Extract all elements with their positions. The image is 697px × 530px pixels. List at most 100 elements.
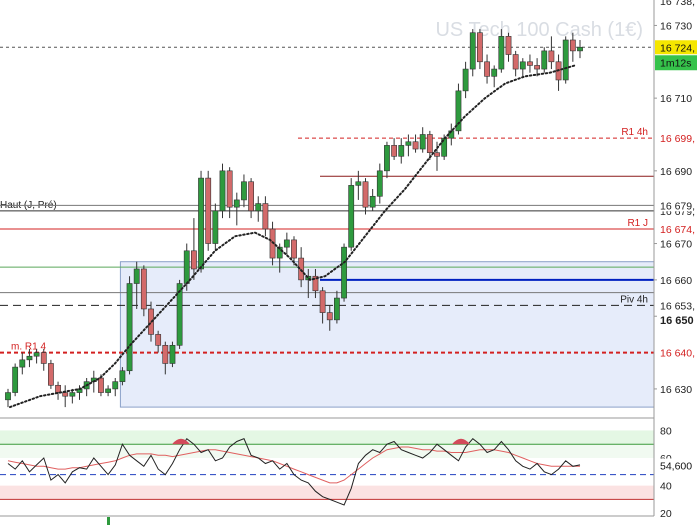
level-tag: 16 699,: [660, 133, 695, 145]
candle-body[interactable]: [162, 345, 169, 364]
candle-body[interactable]: [169, 345, 176, 364]
candle-body[interactable]: [191, 250, 197, 270]
candle-body[interactable]: [19, 359, 26, 368]
candle-body[interactable]: [262, 203, 269, 230]
candle-body[interactable]: [126, 283, 133, 372]
rsi-tick-label: 20: [660, 508, 672, 520]
rsi-overbought-fill: [452, 438, 470, 445]
candle-body[interactable]: [541, 50, 548, 70]
rsi-upper-mid: [0, 444, 654, 459]
candle-body[interactable]: [155, 334, 162, 346]
candle-body[interactable]: [362, 181, 369, 208]
price-tick-label: 16 690: [660, 166, 692, 178]
candle-body[interactable]: [112, 381, 119, 390]
candle-body[interactable]: [527, 61, 533, 66]
candle-body[interactable]: [505, 36, 512, 55]
candle-body[interactable]: [333, 297, 340, 321]
candle-body[interactable]: [376, 170, 383, 197]
candle-body[interactable]: [241, 181, 247, 201]
candle-body[interactable]: [298, 257, 305, 281]
rsi-overbought-fill: [172, 438, 190, 445]
rsi-value-tag: [655, 458, 697, 473]
candle-body[interactable]: [119, 370, 126, 382]
current-price-label: 16 724,: [660, 42, 695, 54]
candle-body[interactable]: [319, 290, 326, 313]
candle-body[interactable]: [133, 268, 140, 284]
candle-body[interactable]: [176, 283, 183, 346]
candle-body[interactable]: [398, 145, 405, 157]
candle-body[interactable]: [384, 145, 390, 172]
candle-body[interactable]: [212, 210, 219, 244]
candle-body[interactable]: [33, 352, 40, 357]
candle-body[interactable]: [355, 181, 362, 186]
candle-body[interactable]: [419, 134, 426, 150]
candle-body[interactable]: [183, 250, 190, 284]
price-tick-label: 16 670: [660, 239, 692, 251]
candle-body[interactable]: [476, 32, 483, 63]
candle-body[interactable]: [312, 275, 319, 292]
candle-body[interactable]: [5, 392, 11, 401]
candle-body[interactable]: [219, 170, 226, 212]
candle-body[interactable]: [341, 246, 347, 299]
candle-body[interactable]: [105, 388, 111, 393]
level-tag-bg: [655, 131, 697, 145]
candle-body[interactable]: [283, 239, 290, 248]
level-tag: 16 674,: [660, 224, 695, 236]
candle-body[interactable]: [348, 185, 355, 248]
candle-body[interactable]: [519, 61, 526, 70]
candle-body[interactable]: [469, 32, 476, 70]
candle-body[interactable]: [569, 39, 576, 52]
candle-body[interactable]: [205, 177, 212, 244]
candle-body[interactable]: [562, 39, 569, 81]
candle-body[interactable]: [291, 239, 297, 259]
candle-body[interactable]: [412, 141, 419, 150]
candle-body[interactable]: [405, 141, 412, 146]
candle-body[interactable]: [248, 181, 254, 212]
candle-body[interactable]: [26, 355, 33, 361]
level-label: Piv 4h: [620, 294, 648, 305]
candle-body[interactable]: [98, 377, 104, 393]
price-tick-label: 16 650: [660, 315, 694, 327]
level-tag-bg: [655, 345, 697, 359]
candle-body[interactable]: [369, 195, 376, 208]
rsi-lower-zone: [0, 485, 654, 500]
candle-body[interactable]: [434, 152, 440, 157]
moving-average-line: [9, 64, 576, 409]
rsi-upper-zone: [0, 430, 654, 445]
candle-body[interactable]: [548, 50, 555, 63]
level-tag-bg: [655, 198, 697, 212]
candle-body[interactable]: [491, 68, 498, 77]
candle-body[interactable]: [47, 363, 54, 386]
price-tick-label: 16 660: [660, 275, 692, 287]
price-tick-label: 16 710: [660, 93, 692, 105]
candle-body[interactable]: [534, 65, 540, 70]
level-label: R1 J: [627, 218, 648, 229]
candle-body[interactable]: [512, 54, 519, 70]
candle-body[interactable]: [498, 36, 505, 70]
candle-body[interactable]: [326, 312, 333, 321]
candle-body[interactable]: [198, 177, 204, 270]
candle-body[interactable]: [62, 392, 69, 397]
candle-body[interactable]: [391, 145, 397, 157]
candle-body[interactable]: [69, 392, 76, 397]
candle-body[interactable]: [226, 170, 233, 208]
candle-body[interactable]: [276, 246, 283, 259]
candle-body[interactable]: [140, 268, 147, 310]
candle-body[interactable]: [462, 68, 469, 92]
rsi-tick-label: 80: [660, 425, 672, 437]
candle-body[interactable]: [12, 366, 19, 393]
candle-body[interactable]: [577, 46, 583, 52]
candle-body[interactable]: [455, 90, 462, 132]
candle-body[interactable]: [484, 61, 490, 77]
candle-body[interactable]: [233, 199, 240, 208]
candle-body[interactable]: [255, 203, 262, 212]
price-zone: [119, 261, 655, 408]
candle-body[interactable]: [305, 275, 312, 281]
price-tick-label: 16 730: [660, 20, 692, 32]
rsi-tick-label: 40: [660, 481, 672, 493]
candle-body[interactable]: [55, 384, 61, 393]
candle-body[interactable]: [40, 352, 47, 364]
candle-body[interactable]: [426, 134, 433, 153]
level-tag-bg: [655, 298, 697, 312]
